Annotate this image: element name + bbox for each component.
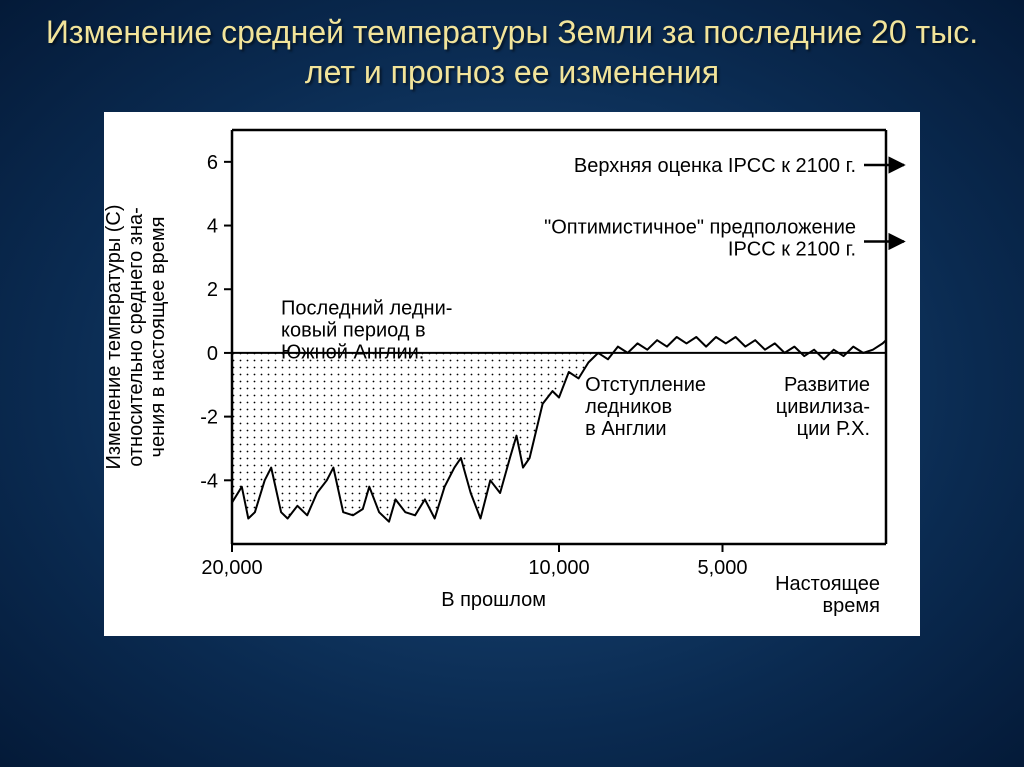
x-tick-label: 20,000	[201, 557, 262, 579]
y-tick-label: 6	[207, 152, 218, 174]
y-tick-label: 0	[207, 343, 218, 365]
temperature-chart: -4 -2 0 2 4 6 20,000 10,000 5,000 Изменение темпе…	[104, 112, 920, 636]
slide-background: Изменение средней температуры Земли за п…	[0, 0, 1024, 767]
y-tick-label: -2	[200, 407, 218, 429]
y-tick-label: -4	[200, 470, 218, 492]
x-axis-label-left: В прошлом	[441, 589, 546, 611]
y-tick-label: 4	[207, 216, 218, 238]
ice-age-fill	[232, 353, 598, 522]
slide-title: Изменение средней температуры Земли за п…	[0, 12, 1024, 92]
forecast-label: "Оптимистичное" предположениеIPCC к 2100…	[544, 216, 856, 260]
forecast-label: Верхняя оценка IPCC к 2100 г.	[574, 155, 856, 177]
chart-container: -4 -2 0 2 4 6 20,000 10,000 5,000 Изменение темпе…	[104, 112, 920, 636]
x-tick-label: 10,000	[528, 557, 589, 579]
annotation-civilization: Развитиецивилиза-ции Р.Х.	[776, 374, 870, 440]
x-tick-label: 5,000	[697, 557, 747, 579]
x-axis-label-right: Настоящеевремя	[775, 573, 880, 617]
annotation-retreat: Отступлениеледниковв Англии	[585, 374, 706, 440]
y-tick-label: 2	[207, 279, 218, 301]
y-axis-label: Изменение температуры (С)относительно ср…	[104, 204, 169, 469]
